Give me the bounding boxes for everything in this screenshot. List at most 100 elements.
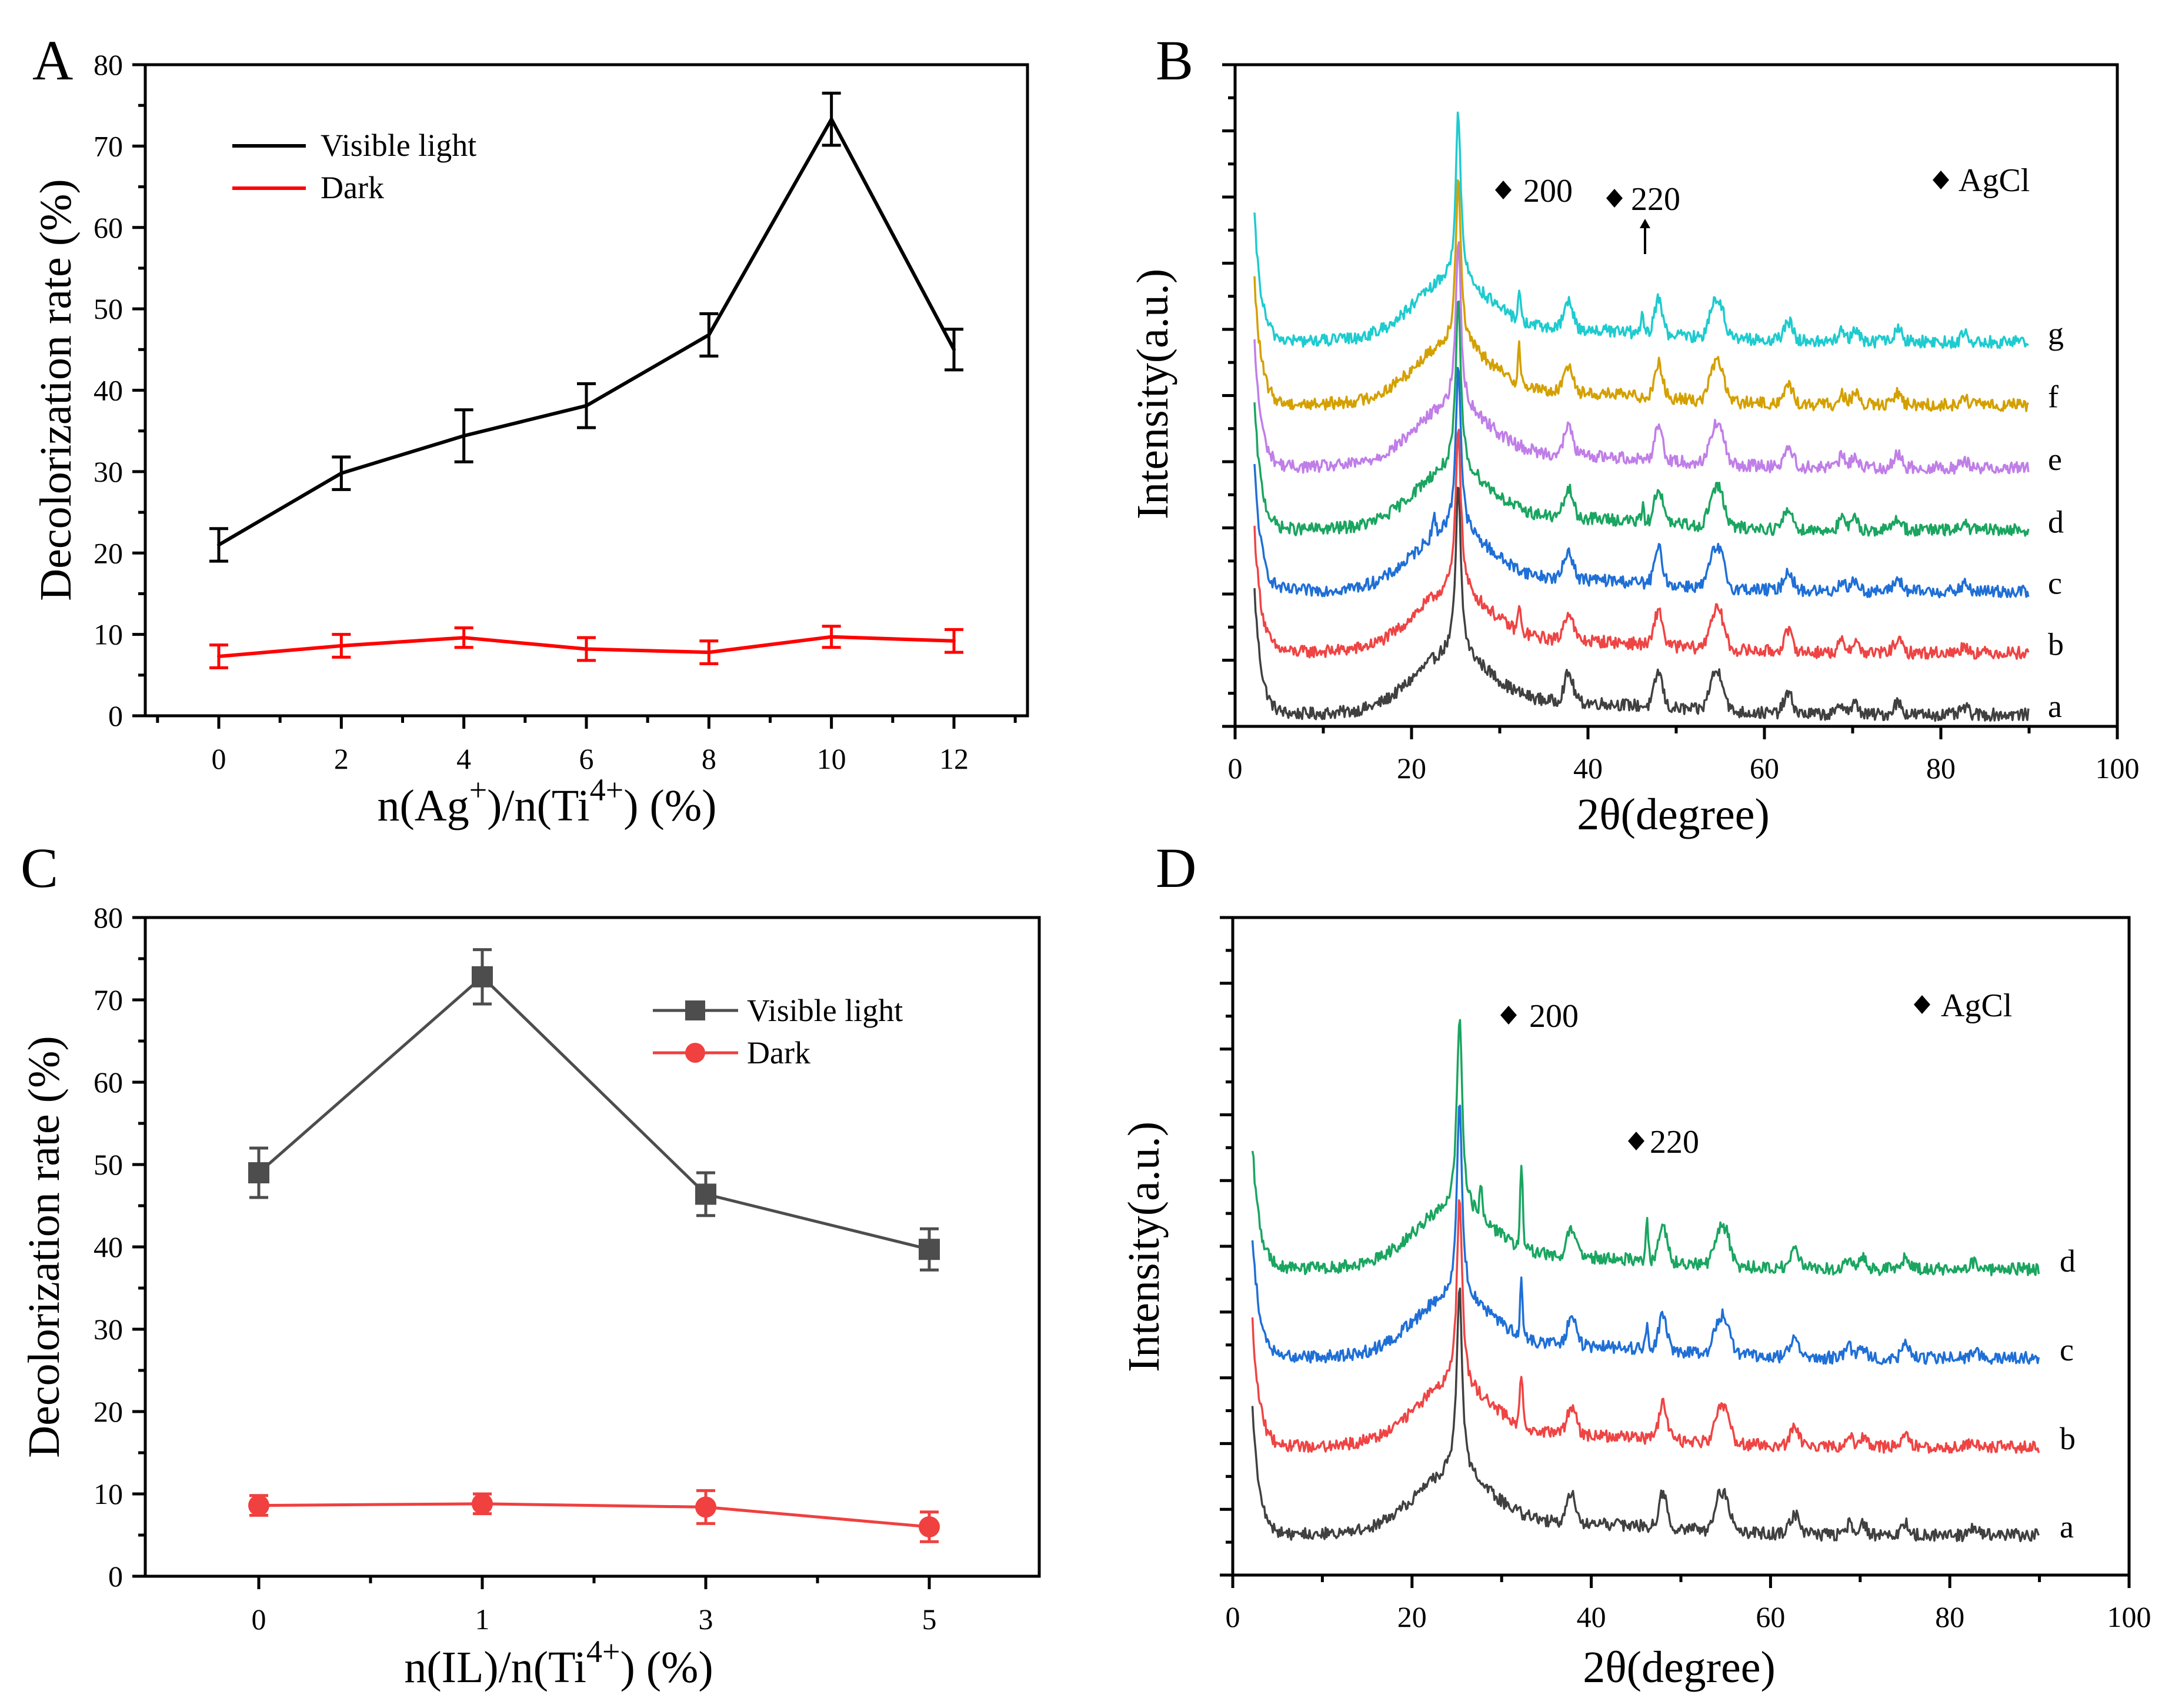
data-point-c-1 <box>919 1516 940 1537</box>
x-tick-label-b: 80 <box>1926 752 1956 785</box>
y-tick-label-a: 50 <box>94 292 123 325</box>
y-tick-label-c: 80 <box>94 901 123 934</box>
legend-label-visible-c: Visible light <box>747 993 903 1028</box>
xrd-curve-d-b <box>1251 1199 2040 1454</box>
diamond-agcl-d <box>1914 995 1930 1014</box>
diamond-200-d <box>1500 1006 1517 1025</box>
data-point-a-0 <box>585 403 588 408</box>
series-line-c-1 <box>258 1502 930 1529</box>
curve-label-d-a: a <box>2060 1509 2074 1544</box>
annotation-220-d: 220 <box>1650 1124 1699 1160</box>
data-point-a-1 <box>707 650 711 655</box>
y-axis-b <box>1222 63 1235 728</box>
x-tick-label-c: 1 <box>475 1603 490 1636</box>
data-point-c-0 <box>695 1183 716 1205</box>
x-tick-label-a: 6 <box>579 742 594 775</box>
y-axis-label-a: Decolorization rate (%) <box>31 179 81 601</box>
curve-label-b-g: g <box>2048 316 2064 351</box>
x-tick-label-d: 60 <box>1756 1600 1785 1633</box>
xrd-curve-d-c <box>1251 1105 2040 1365</box>
y-tick-label-a: 30 <box>94 455 123 488</box>
y-tick-label-c: 0 <box>108 1560 123 1593</box>
x-tick-label-a: 2 <box>334 742 349 775</box>
diamond-agcl-b <box>1933 171 1949 189</box>
data-point-c-1 <box>695 1496 716 1518</box>
x-tick-label-d: 0 <box>1226 1600 1240 1633</box>
panel-a: A 0 10 20 30 40 50 60 70 80 0 2 4 6 8 10 12 Visible li… <box>31 29 1029 830</box>
y-axis-c: 0 10 20 30 40 50 60 70 80 <box>94 901 145 1593</box>
x-tick-label-b: 0 <box>1228 752 1243 785</box>
y-tick-label-a: 10 <box>94 618 123 651</box>
data-point-a-0 <box>462 433 466 438</box>
x-tick-label-d: 80 <box>1935 1600 1964 1633</box>
y-tick-label-c: 50 <box>94 1148 123 1181</box>
y-tick-label-c: 20 <box>94 1395 123 1428</box>
xrd-curve-b-e <box>1253 241 2030 475</box>
y-tick-label-a: 80 <box>94 48 123 81</box>
series-group-b <box>1253 111 2030 722</box>
diamond-200-b <box>1495 181 1512 199</box>
x-tick-label-a: 12 <box>939 742 969 775</box>
panel-letter-d: D <box>1156 836 1196 899</box>
legend-agcl-d: AgCl <box>1941 988 2012 1024</box>
data-point-c-0 <box>919 1239 940 1260</box>
x-axis-b: 0 20 40 60 80 100 <box>1228 726 2140 785</box>
data-point-c-0 <box>472 966 493 988</box>
panel-c: C 0 10 20 30 40 50 60 70 80 0 1 3 5 Visible light D… <box>19 836 1041 1692</box>
curve-label-b-f: f <box>2048 379 2058 415</box>
data-point-a-1 <box>339 643 343 648</box>
data-point-c-1 <box>248 1494 269 1516</box>
x-tick-label-d: 20 <box>1397 1600 1427 1633</box>
x-tick-label-b: 100 <box>2096 752 2140 785</box>
x-tick-label-a: 0 <box>212 742 226 775</box>
curve-labels-d: a b c d <box>2060 1243 2076 1544</box>
y-tick-label-c: 30 <box>94 1313 123 1346</box>
x-tick-label-c: 3 <box>699 1603 713 1636</box>
y-tick-label-c: 70 <box>94 983 123 1016</box>
x-tick-label-a: 10 <box>817 742 846 775</box>
y-axis-d <box>1220 916 1233 1577</box>
curve-label-b-e: e <box>2048 442 2062 477</box>
legend-label-dark-a: Dark <box>321 170 384 205</box>
plot-frame-c <box>144 916 1041 1578</box>
x-tick-label-b: 40 <box>1573 752 1603 785</box>
x-tick-label-c: 0 <box>252 1603 266 1636</box>
x-tick-label-d: 40 <box>1577 1600 1606 1633</box>
curve-label-b-c: c <box>2048 566 2062 601</box>
legend-agcl-b: AgCl <box>1959 162 2030 199</box>
series-group-a <box>209 91 963 669</box>
xrd-curve-b-g <box>1253 111 2029 349</box>
curve-label-d-c: c <box>2060 1332 2074 1367</box>
diamond-220-b <box>1606 189 1623 208</box>
legend-marker-visible-c <box>685 1000 705 1020</box>
data-point-c-1 <box>472 1493 493 1514</box>
curve-label-d-d: d <box>2060 1243 2076 1279</box>
xrd-curve-d-d <box>1251 1019 2040 1276</box>
y-tick-label-a: 0 <box>108 699 123 732</box>
xrd-curve-d-a <box>1251 1287 2040 1543</box>
y-tick-label-a: 40 <box>94 374 123 407</box>
panel-letter-c: C <box>21 836 58 899</box>
data-point-a-1 <box>829 635 833 639</box>
panel-d: D 0 20 40 60 80 100 a b c d 200 220 AgCl Intensi… <box>1119 836 2151 1692</box>
y-tick-label-c: 10 <box>94 1477 123 1510</box>
y-tick-label-a: 70 <box>94 129 123 162</box>
curve-label-b-a: a <box>2048 689 2062 724</box>
xrd-curve-b-b <box>1253 428 2030 660</box>
y-tick-label-c: 40 <box>94 1230 123 1263</box>
x-axis-d: 0 20 40 60 80 100 <box>1226 1575 2151 1633</box>
data-point-a-1 <box>217 654 221 658</box>
xrd-curve-b-f <box>1253 179 2030 412</box>
legend-label-dark-c: Dark <box>747 1035 810 1070</box>
y-axis-label-b: Intensity(a.u.) <box>1128 269 1177 519</box>
x-tick-label-b: 60 <box>1750 752 1779 785</box>
data-point-a-0 <box>707 333 711 337</box>
series-group-d <box>1251 1019 2040 1543</box>
x-axis-label-b: 2θ(degree) <box>1577 790 1770 839</box>
y-tick-label-a: 60 <box>94 211 123 244</box>
x-axis-a: 0 2 4 6 8 10 12 <box>156 716 1017 775</box>
x-axis-label-c: n(IL)/n(Ti4+) (%) <box>404 1634 713 1692</box>
x-axis-label-a: n(Ag+)/n(Ti4+) (%) <box>378 772 717 830</box>
curve-label-b-d: d <box>2048 504 2064 539</box>
data-point-a-1 <box>462 636 466 640</box>
